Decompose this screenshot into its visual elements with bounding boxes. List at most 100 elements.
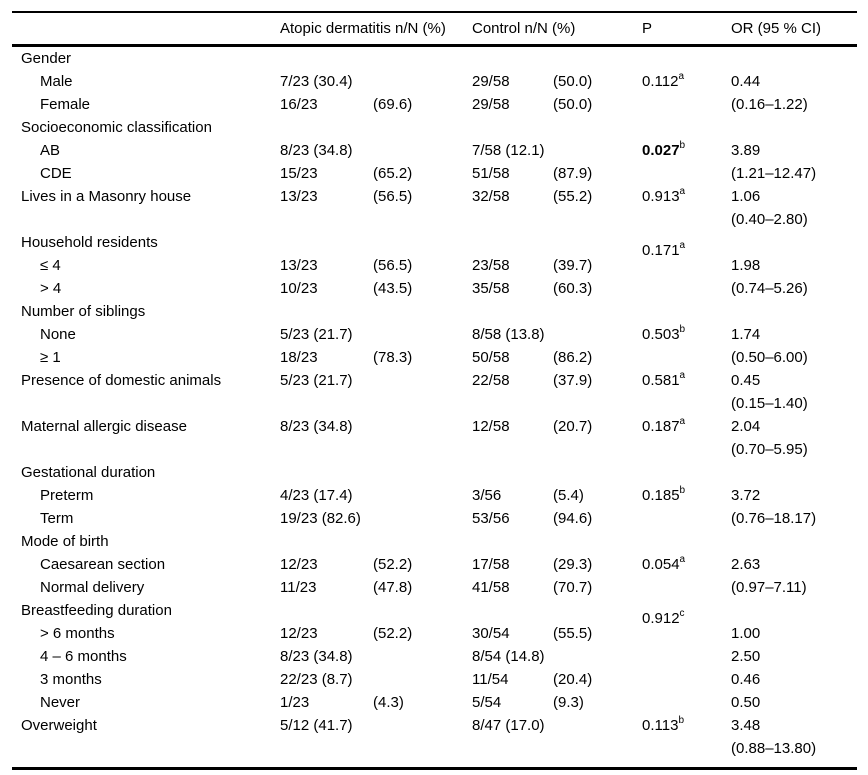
cell-p-value (642, 691, 731, 714)
cell-control-pct (553, 438, 642, 461)
table-row: Maternal allergic disease 8/23 (34.8) 12/5… (12, 415, 857, 438)
p-value: 0.171 (642, 242, 680, 259)
cell-odds-ratio: (0.97–7.11) (731, 579, 807, 596)
cell-atopic-n: 8/23 (34.8) (280, 142, 353, 159)
row-label (12, 208, 280, 231)
cell-atopic-pct: (43.5) (373, 280, 413, 297)
cell-atopic-n (280, 392, 373, 415)
table-row: > 6 months 12/23 (52.2) 30/54 (55.5) 1.00 (12, 622, 857, 645)
cell-atopic-n: 13/23 (280, 188, 318, 205)
row-label: Number of siblings (21, 303, 146, 320)
cell-atopic-pct (373, 461, 472, 484)
cell-atopic-pct (373, 300, 472, 323)
p-value: 0.581 (642, 372, 680, 389)
row-label: CDE (40, 165, 72, 182)
cell-control-pct (553, 714, 642, 737)
row-label: Overweight (21, 717, 97, 734)
cell-control-pct (553, 47, 642, 70)
p-footnote-marker: a (678, 71, 684, 82)
table-row: Gender (12, 47, 857, 70)
table-row: Socioeconomic classification (12, 116, 857, 139)
cell-atopic-pct (373, 415, 472, 438)
cell-odds-ratio: (0.70–5.95) (731, 441, 808, 458)
cell-p-value (642, 668, 731, 691)
table-row: Overweight 5/12 (41.7) 8/47 (17.0) 0.113b 3.… (12, 714, 857, 737)
cell-control-pct (553, 323, 642, 346)
cell-control-pct (553, 530, 642, 553)
table-row: Household residents 0.171a (12, 231, 857, 259)
row-label: Normal delivery (40, 579, 145, 596)
table-row: (0.40–2.80) (12, 208, 857, 231)
column-header-atopic-dermatitis: Atopic dermatitis n/N (%) (280, 20, 446, 37)
cell-p-value: 0.113b (642, 714, 731, 737)
cell-p-value: 0.503b (642, 323, 731, 346)
row-label: Male (40, 73, 73, 90)
cell-p-value (642, 208, 731, 231)
cell-atopic-n: 18/23 (280, 349, 318, 366)
cell-atopic-n (280, 461, 373, 484)
table-header-row: Atopic dermatitis n/N (%) Control n/N (%… (12, 13, 857, 44)
cell-odds-ratio: (0.15–1.40) (731, 395, 808, 412)
cell-atopic-n: 5/23 (21.7) (280, 326, 353, 343)
row-label: Term (40, 510, 74, 527)
cell-atopic-pct: (47.8) (373, 579, 413, 596)
table-row: > 4 10/23 (43.5) 35/58 (60.3) (0.74–5.26) (12, 277, 857, 300)
p-footnote-marker: a (679, 186, 686, 197)
cell-control-n (472, 47, 553, 70)
cell-p-value (642, 392, 731, 415)
cell-odds-ratio: 2.50 (731, 648, 761, 665)
table-row: Number of siblings (12, 300, 857, 323)
cell-control-n: 12/58 (472, 418, 510, 435)
table-row: Caesarean section 12/23 (52.2) 17/58 (29.3) 0… (12, 553, 857, 576)
cell-atopic-pct (373, 737, 472, 760)
row-label: Household residents (21, 234, 158, 251)
cell-atopic-pct (373, 530, 472, 553)
cell-atopic-pct: (52.2) (373, 556, 413, 573)
cell-odds-ratio (731, 461, 857, 484)
p-footnote-marker: a (679, 240, 686, 251)
cell-p-value: 0.185b (642, 484, 731, 507)
cell-odds-ratio (731, 599, 857, 622)
table-top-rule (12, 11, 857, 13)
p-footnote-marker: b (679, 140, 686, 151)
cell-control-n (472, 737, 553, 760)
cell-odds-ratio: 2.63 (731, 556, 761, 573)
cell-atopic-n: 8/23 (34.8) (280, 648, 353, 665)
cell-odds-ratio: 0.50 (731, 694, 761, 711)
cell-atopic-n: 5/23 (21.7) (280, 372, 353, 389)
table-row: ≥ 1 18/23 (78.3) 50/58 (86.2) (0.50–6.00) (12, 346, 857, 369)
cell-atopic-pct: (4.3) (373, 694, 404, 711)
cell-atopic-n (280, 438, 373, 461)
cell-control-n: 8/58 (13.8) (472, 326, 545, 343)
cell-control-n: 5/54 (472, 694, 502, 711)
cell-control-pct: (20.4) (553, 671, 593, 688)
cell-control-n: 30/54 (472, 625, 510, 642)
cell-p-value (642, 93, 731, 116)
p-value: 0.054 (642, 556, 680, 573)
cell-control-pct: (94.6) (553, 510, 593, 527)
row-label: Mode of birth (21, 533, 109, 550)
cell-atopic-n (280, 208, 373, 231)
row-label: Preterm (40, 487, 94, 504)
cell-p-value (642, 645, 731, 668)
row-label: Maternal allergic disease (21, 418, 187, 435)
row-label: Lives in a Masonry house (21, 188, 192, 205)
cell-atopic-pct: (69.6) (373, 96, 413, 113)
cell-atopic-n: 12/23 (280, 556, 318, 573)
cell-atopic-n: 10/23 (280, 280, 318, 297)
cell-atopic-n (280, 530, 373, 553)
table-row: AB 8/23 (34.8) 7/58 (12.1) 0.027b 3.89 (12, 139, 857, 162)
cell-control-n: 8/54 (14.8) (472, 648, 545, 665)
cell-control-pct (553, 231, 642, 254)
cell-atopic-n (280, 300, 373, 323)
row-label (12, 392, 280, 415)
cell-p-value: 0.581a (642, 369, 731, 392)
p-footnote-marker: c (679, 608, 685, 619)
cell-odds-ratio: 2.04 (731, 418, 761, 435)
cell-control-n: 53/56 (472, 510, 510, 527)
cell-control-n (472, 208, 553, 231)
cell-p-value (642, 346, 731, 369)
row-label: Caesarean section (40, 556, 166, 573)
cell-p-value (642, 461, 731, 484)
cell-p-value: 0.187a (642, 415, 731, 438)
